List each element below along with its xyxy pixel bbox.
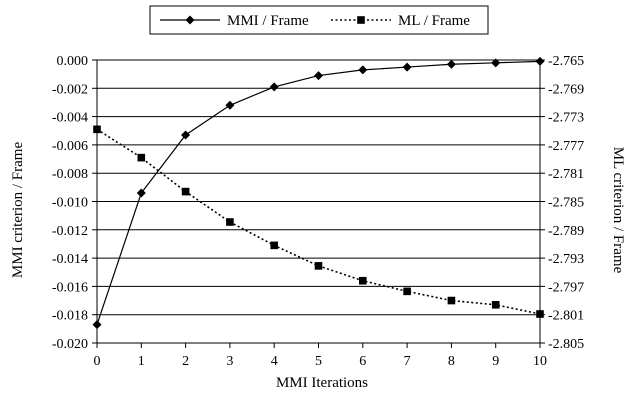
y-left-tick-label: -0.008 <box>52 167 88 182</box>
data-point <box>446 59 456 69</box>
x-tick-label: 4 <box>271 354 278 369</box>
data-point <box>491 300 500 309</box>
grid-lines <box>97 87 540 316</box>
y-axis-right-label: ML criterion / Frame <box>610 147 626 274</box>
data-point <box>358 65 368 75</box>
y-right-tick-label: -2.773 <box>548 111 584 126</box>
data-point <box>136 188 146 198</box>
y-right-tick-label: -2.789 <box>548 224 584 239</box>
data-point <box>314 262 323 270</box>
y-left-tick-label: -0.006 <box>52 139 88 154</box>
legend-items: MMI / Frame ML / Frame <box>160 13 470 29</box>
x-tick-label: 5 <box>315 354 322 369</box>
data-point <box>359 276 367 285</box>
y-right-tick-label: -2.785 <box>548 196 584 211</box>
y-right-tick-label: -2.805 <box>548 337 584 352</box>
axis-ticks: 0.000 -0.002 -0.004 -0.006 -0.008 -0.010 -0.01… <box>52 54 584 369</box>
legend-label: ML / Frame <box>398 13 470 29</box>
data-point <box>181 130 191 140</box>
y-axis-left-label: MMI criterion / Frame <box>10 142 26 279</box>
y-right-tick-label: -2.801 <box>548 309 584 324</box>
data-point <box>491 58 501 68</box>
data-point <box>402 62 412 72</box>
y-left-tick-label: -0.018 <box>52 309 88 324</box>
data-point <box>403 287 411 296</box>
data-point <box>92 320 102 330</box>
x-axis-label: MMI Iterations <box>276 375 368 391</box>
y-left-tick-label: -0.004 <box>52 111 88 126</box>
series-1 <box>92 56 545 330</box>
x-tick-label: 8 <box>448 354 455 369</box>
x-tick-label: 3 <box>226 354 233 369</box>
x-tick-label: 2 <box>182 354 189 369</box>
y-left-tick-label: -0.002 <box>52 82 88 97</box>
y-left-tick-label: 0.000 <box>57 54 89 69</box>
data-point <box>536 310 544 318</box>
data-point <box>270 241 278 250</box>
x-tick-label: 0 <box>94 354 101 369</box>
x-tick-label: 10 <box>533 354 547 369</box>
legend-marker <box>185 15 195 25</box>
y-left-tick-label: -0.016 <box>52 280 88 295</box>
series-2 <box>93 125 544 318</box>
x-tick-label: 6 <box>359 354 366 369</box>
data-point <box>269 82 279 92</box>
y-left-tick-label: -0.020 <box>52 337 88 352</box>
series-layer <box>92 56 545 330</box>
y-left-tick-label: -0.014 <box>52 252 88 267</box>
x-tick-label: 9 <box>492 354 499 369</box>
legend: MMI / Frame ML / Frame <box>149 5 489 35</box>
y-right-tick-label: -2.793 <box>548 252 584 267</box>
data-point <box>447 296 456 305</box>
data-point <box>225 100 235 110</box>
y-left-tick-label: -0.010 <box>52 196 88 211</box>
y-right-tick-label: -2.781 <box>548 167 584 182</box>
legend-marker <box>357 16 365 24</box>
y-right-tick-label: -2.769 <box>548 82 584 97</box>
data-point <box>535 56 545 66</box>
y-left-tick-label: -0.012 <box>52 224 88 239</box>
y-right-tick-label: -2.765 <box>548 54 584 69</box>
data-point <box>226 218 234 226</box>
data-point <box>93 125 101 134</box>
legend-label: MMI / Frame <box>227 13 309 29</box>
data-point <box>137 153 146 162</box>
y-right-tick-label: -2.797 <box>548 280 584 295</box>
y-right-tick-label: -2.777 <box>548 139 584 154</box>
data-point <box>314 71 323 81</box>
data-point <box>181 187 190 196</box>
x-tick-label: 7 <box>404 354 411 369</box>
x-tick-label: 1 <box>138 354 145 369</box>
series-line <box>96 60 541 325</box>
